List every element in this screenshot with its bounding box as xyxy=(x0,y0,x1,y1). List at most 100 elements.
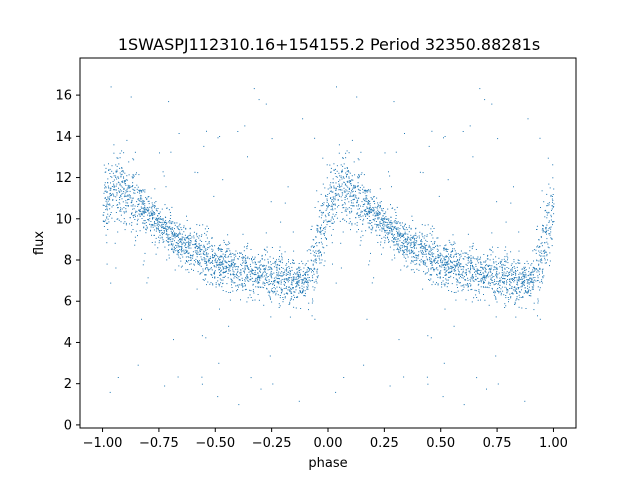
data-point xyxy=(251,260,253,262)
data-point xyxy=(385,211,387,213)
data-point xyxy=(383,226,385,228)
data-point xyxy=(491,273,493,274)
data-point xyxy=(156,225,158,227)
data-point xyxy=(384,222,386,223)
data-point xyxy=(226,249,228,251)
data-point xyxy=(541,282,543,284)
data-point xyxy=(140,206,142,208)
data-point xyxy=(292,276,294,278)
data-point xyxy=(470,260,472,262)
data-point xyxy=(369,191,371,193)
data-point xyxy=(242,286,244,288)
data-point xyxy=(278,265,280,266)
data-point xyxy=(495,298,497,300)
data-point xyxy=(105,190,107,192)
data-point xyxy=(185,269,187,271)
data-point xyxy=(199,273,201,275)
data-point xyxy=(265,232,267,234)
data-point xyxy=(196,253,197,255)
data-point xyxy=(478,289,480,291)
data-point xyxy=(347,186,349,188)
data-point xyxy=(508,272,510,274)
data-point xyxy=(143,212,145,213)
data-point xyxy=(134,214,136,216)
data-point xyxy=(183,251,185,253)
data-point xyxy=(323,222,324,223)
data-point xyxy=(113,144,115,146)
data-point xyxy=(369,200,371,202)
data-point xyxy=(533,309,535,311)
data-point xyxy=(373,220,375,222)
data-point xyxy=(392,234,394,236)
data-point xyxy=(190,257,192,259)
data-point xyxy=(477,269,479,271)
data-point xyxy=(486,258,488,260)
data-point xyxy=(394,209,396,211)
data-point xyxy=(158,240,160,242)
data-point xyxy=(507,275,508,277)
data-point xyxy=(209,262,211,264)
data-point xyxy=(346,185,348,187)
data-point xyxy=(167,238,169,240)
data-point xyxy=(277,263,279,265)
data-point xyxy=(365,209,367,210)
data-point xyxy=(440,253,442,255)
data-point xyxy=(420,243,422,245)
data-point xyxy=(289,299,291,301)
data-point xyxy=(208,241,210,243)
data-point xyxy=(188,271,190,273)
data-point xyxy=(463,286,465,288)
data-point xyxy=(391,207,393,209)
data-point xyxy=(219,278,221,280)
data-point xyxy=(243,270,245,272)
data-point xyxy=(430,337,432,339)
data-point xyxy=(521,284,523,286)
data-point xyxy=(225,268,227,270)
data-point xyxy=(206,243,208,245)
data-point xyxy=(474,258,476,260)
data-point xyxy=(103,164,105,166)
data-point xyxy=(194,240,196,242)
data-point xyxy=(412,261,414,263)
data-point xyxy=(388,226,390,228)
data-point xyxy=(152,204,154,206)
data-point xyxy=(142,189,144,191)
data-point xyxy=(515,273,517,275)
data-point xyxy=(218,247,219,249)
data-point xyxy=(183,238,185,240)
data-point xyxy=(296,281,297,283)
data-point xyxy=(446,262,448,264)
data-point xyxy=(193,231,195,233)
data-point xyxy=(121,181,123,183)
data-point xyxy=(224,272,226,273)
data-point xyxy=(280,281,282,283)
data-point xyxy=(413,246,415,248)
data-point xyxy=(326,238,327,240)
data-point xyxy=(121,167,123,168)
data-point xyxy=(410,227,412,229)
data-point xyxy=(171,247,173,249)
data-point xyxy=(188,246,190,248)
data-point xyxy=(293,277,295,279)
data-point xyxy=(511,292,513,294)
data-point xyxy=(326,205,327,207)
data-point xyxy=(154,205,156,207)
data-point xyxy=(518,277,520,279)
data-point xyxy=(164,221,166,223)
data-point xyxy=(225,251,227,252)
data-point xyxy=(250,297,252,298)
data-point xyxy=(451,244,453,246)
data-point xyxy=(161,236,163,238)
data-point xyxy=(124,194,126,196)
x-tick-label: 0.25 xyxy=(370,436,399,451)
data-point xyxy=(400,224,402,226)
data-point xyxy=(246,274,248,275)
data-point xyxy=(327,213,329,215)
data-point xyxy=(125,184,127,186)
data-point xyxy=(455,291,457,293)
data-point xyxy=(344,219,346,221)
data-point xyxy=(113,195,115,197)
data-point xyxy=(193,237,195,239)
data-point xyxy=(254,258,256,260)
data-point xyxy=(123,222,125,224)
